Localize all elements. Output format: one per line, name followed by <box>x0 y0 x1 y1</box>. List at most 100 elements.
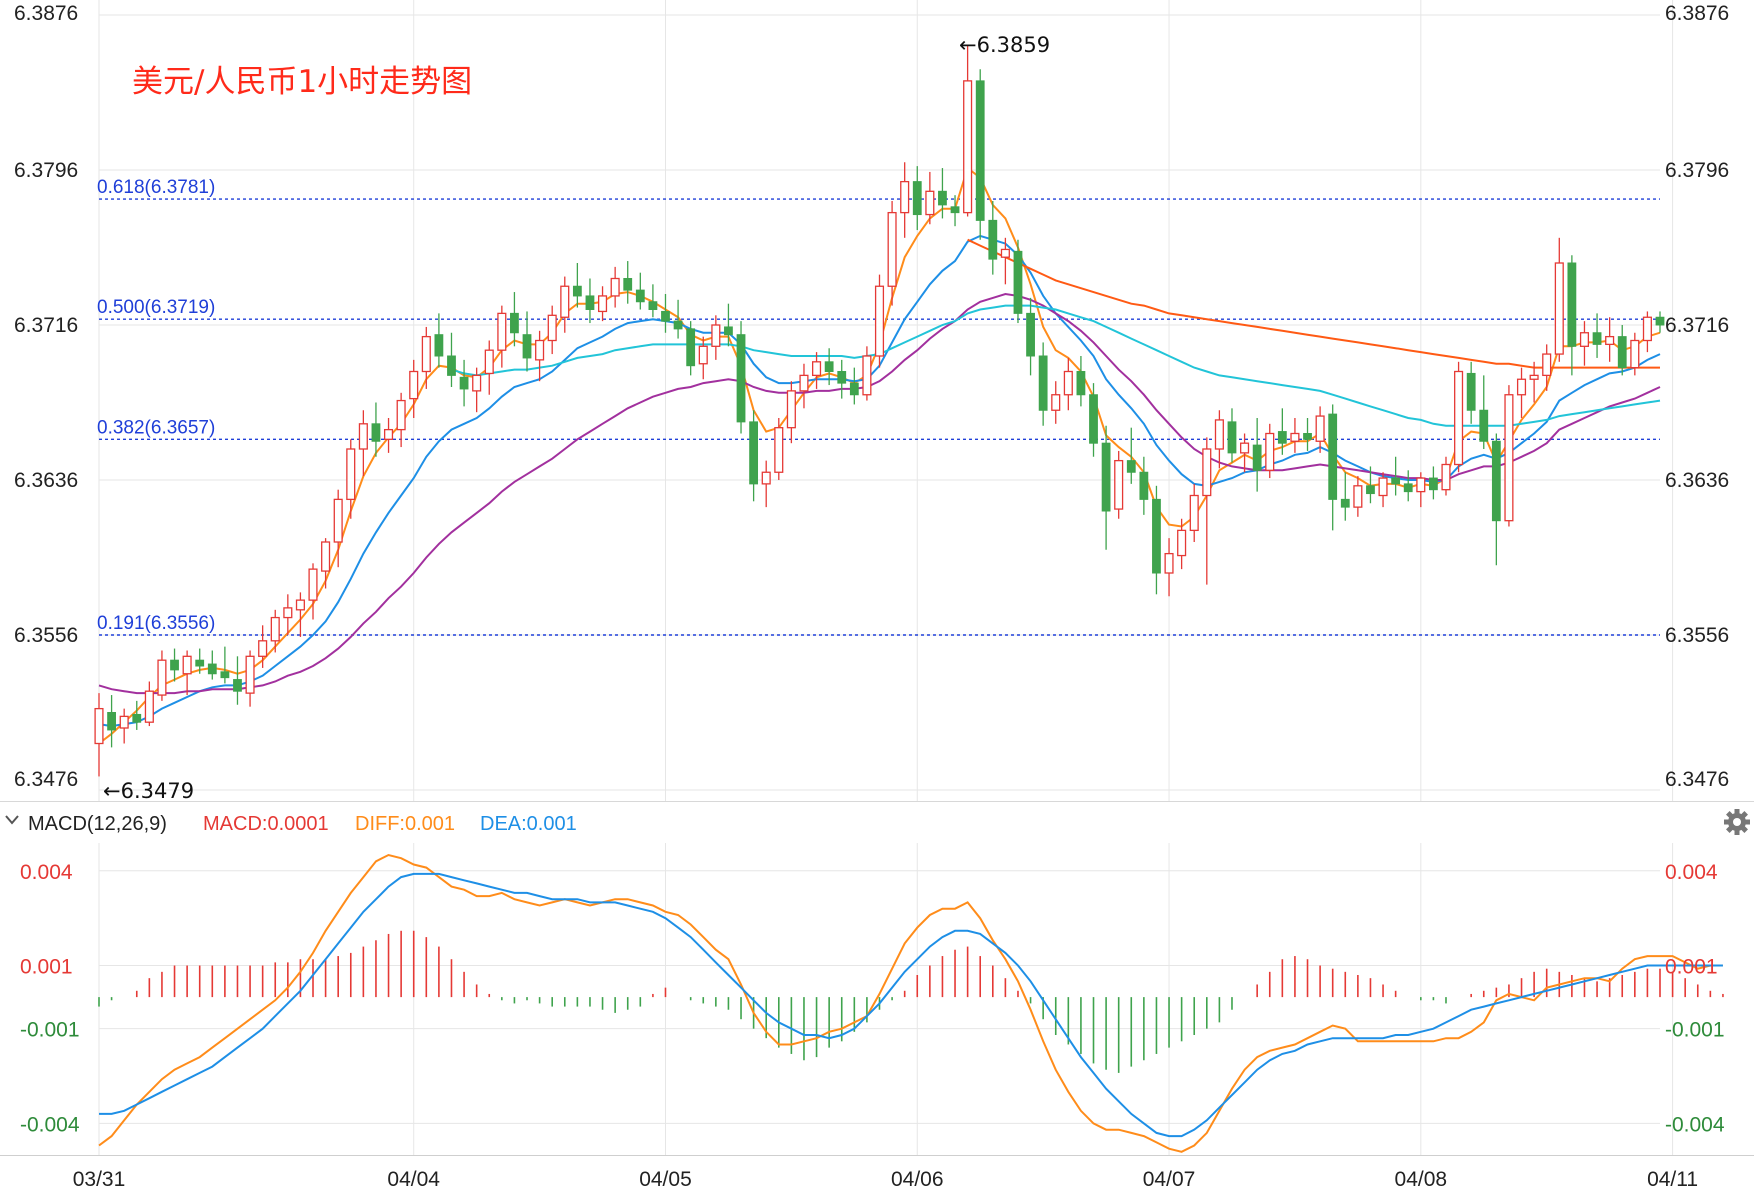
date-tick-label: 04/04 <box>387 1168 440 1191</box>
candle-body-down <box>1152 498 1161 574</box>
candle-body-down <box>447 355 456 376</box>
macd-axis-left: 0.004 0.001 -0.001 -0.004 <box>20 861 80 1137</box>
candle-body-down <box>195 659 205 667</box>
price-tick-label: 6.3796 <box>1665 159 1729 182</box>
candle-body-up <box>1000 248 1010 258</box>
candle-body-up <box>1630 339 1640 369</box>
candle-body-up <box>547 314 557 342</box>
candle-body-up <box>963 80 973 214</box>
candle-body-up <box>497 312 507 351</box>
chart-grid <box>98 0 1674 801</box>
candle-body-down <box>1655 316 1665 326</box>
price-tick-label: 6.3636 <box>14 469 78 492</box>
price-tick-label: 6.3796 <box>14 159 78 182</box>
candle-body-down <box>950 206 960 214</box>
candle-body-up <box>812 361 822 377</box>
candle-body-up <box>182 655 192 675</box>
price-annotation: ←6.3479 <box>103 779 194 803</box>
candle-body-up <box>1441 463 1451 491</box>
candle-body-up <box>1642 316 1652 342</box>
candle-body-up <box>761 471 771 485</box>
fibonacci-levels: 0.618(6.3781) 0.500(6.3719) 0.382(6.3657) 0… <box>97 177 1660 636</box>
candle-body-up <box>144 690 154 723</box>
candle-body-up <box>1202 448 1212 497</box>
candle-body-down <box>749 421 759 485</box>
candle-body-up <box>1315 415 1325 442</box>
macd-tick-label: 0.004 <box>20 861 73 884</box>
chart-title: 美元/人民币1小时走势图 <box>132 64 472 100</box>
candle-body-down <box>132 713 142 723</box>
candle-body-down <box>1340 498 1350 508</box>
candle-body-up <box>1378 477 1388 497</box>
candle-body-up <box>711 324 721 347</box>
candle-body-down <box>1328 413 1338 500</box>
candle-body-up <box>874 285 885 357</box>
candle-body-up <box>786 390 796 429</box>
candle-body-down <box>661 310 670 322</box>
candle-body-up <box>1529 374 1539 380</box>
chevron-down-icon[interactable] <box>5 815 19 825</box>
candle-body-up <box>396 399 406 431</box>
candle-body-down <box>233 679 242 692</box>
candle-body-up <box>1051 394 1061 411</box>
candle-body-down <box>1038 355 1048 411</box>
candle-body-down <box>510 312 519 334</box>
candle-body-down <box>371 423 381 442</box>
macd-indicator-name: MACD(12,26,9) <box>28 813 167 835</box>
macd-lines <box>98 853 1723 1153</box>
moving-average-line <box>98 166 1661 745</box>
price-annotations: ←6.3859 ←6.3479 <box>103 33 1050 803</box>
candle-body-up <box>258 640 268 657</box>
macd-tick-label: -0.004 <box>20 1113 80 1136</box>
candle-body-up <box>560 285 570 318</box>
macd-tick-label: 0.001 <box>20 956 73 979</box>
candle-body-up <box>119 715 129 729</box>
candle-body-up <box>383 428 394 440</box>
candle-body-up <box>610 277 620 297</box>
gear-icon[interactable] <box>1724 809 1750 835</box>
candle-body-down <box>1089 394 1098 444</box>
candle-body-down <box>170 659 179 671</box>
price-annotation: ←6.3859 <box>959 33 1050 57</box>
macd-axis-right: 0.004 0.001 -0.001 -0.004 <box>1665 861 1725 1137</box>
candle-body-up <box>1189 494 1199 532</box>
candle-body-up <box>245 655 255 694</box>
candle-body-down <box>1013 250 1023 314</box>
candle-body-up <box>799 374 809 392</box>
candle-body-down <box>938 190 947 206</box>
candle-body-up <box>270 616 280 642</box>
candle-body-down <box>1617 336 1627 369</box>
candle-body-up <box>1240 442 1250 454</box>
candle-body-down <box>1227 421 1237 454</box>
candle-body-down <box>572 285 582 297</box>
candle-body-up <box>1504 394 1514 522</box>
candle-body-down <box>1139 471 1149 500</box>
candle-body-up <box>94 707 104 745</box>
candle-body-up <box>900 180 910 214</box>
moving-average-line <box>98 292 1661 695</box>
candle-body-down <box>522 334 532 359</box>
candle-body-down <box>1491 440 1501 522</box>
candle-body-up <box>1542 353 1552 377</box>
candle-body-down <box>1026 312 1035 357</box>
candle-body-down <box>912 181 922 216</box>
candle-body-up <box>862 355 872 396</box>
candle-body-up <box>1353 485 1363 508</box>
date-tick-label: 04/05 <box>639 1168 692 1191</box>
candle-body-up <box>535 339 545 361</box>
candle-body-down <box>724 326 733 336</box>
candle-body-up <box>887 211 897 287</box>
macd-value-label: MACD:0.0001 <box>203 813 329 835</box>
price-tick-label: 6.3716 <box>1665 314 1729 337</box>
candle-body-up <box>925 190 935 216</box>
fib-label: 0.191(6.3556) <box>97 613 215 634</box>
candle-body-down <box>673 320 683 330</box>
diff-line <box>98 853 1723 1153</box>
fib-label: 0.618(6.3781) <box>97 177 215 198</box>
price-tick-label: 6.3636 <box>1665 469 1729 492</box>
candle-body-down <box>1076 371 1086 396</box>
candle-body-up <box>472 374 482 392</box>
price-tick-label: 6.3476 <box>14 768 78 791</box>
macd-tick-label: -0.001 <box>1665 1019 1725 1042</box>
